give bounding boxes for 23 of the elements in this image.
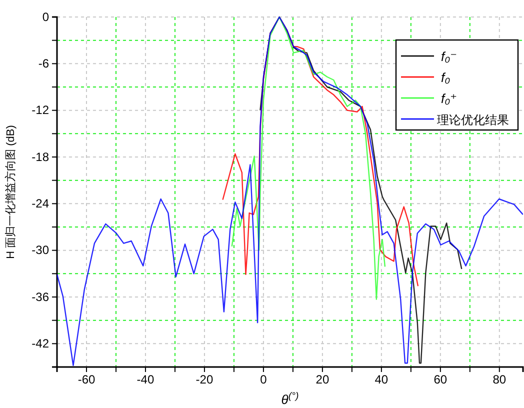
x-tick-label: -40 <box>136 372 154 387</box>
x-tick-label: -60 <box>78 372 96 387</box>
x-tick-label: 60 <box>434 372 448 387</box>
x-axis-title: θ$^{(°)}$ <box>281 390 299 407</box>
y-tick-label: -18 <box>32 150 50 164</box>
legend-label: f₀⁺ <box>441 91 457 106</box>
y-tick-label: -30 <box>32 243 50 258</box>
x-tick-label: -20 <box>196 372 214 387</box>
legend-label: 理论优化结果 <box>437 113 509 127</box>
y-tick-label: -12 <box>32 103 50 118</box>
y-tick-label: -36 <box>32 290 50 304</box>
legend-label: f₀⁻ <box>441 49 457 64</box>
legend-label: f₀ <box>441 70 451 85</box>
line-series <box>57 16 523 366</box>
x-tick-label: 20 <box>316 372 330 387</box>
y-axis-title: H 面归一化增益方向图 (dB) <box>4 125 17 259</box>
x-tick-label: 40 <box>374 372 388 387</box>
y-tick-label: 0 <box>42 10 50 24</box>
y-tick-label: -6 <box>38 56 50 71</box>
y-tick-label: -24 <box>32 196 50 211</box>
x-tick-label: 0 <box>260 372 268 387</box>
x-tick-label: 80 <box>492 372 506 387</box>
y-tick-label: -42 <box>32 336 50 351</box>
